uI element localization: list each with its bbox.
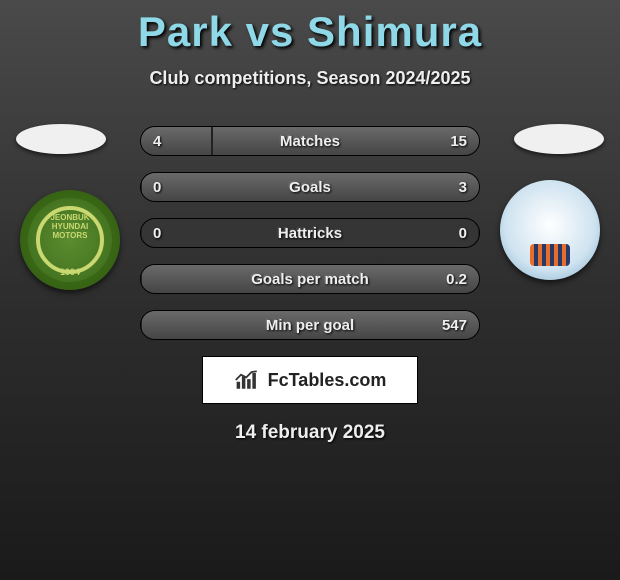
- page-title: Park vs Shimura: [0, 0, 620, 56]
- ventforet-badge: [500, 180, 600, 280]
- bar-value-right: 0.2: [446, 265, 467, 294]
- stat-bar: Matches4 15: [140, 126, 480, 156]
- bar-value-left: 0: [153, 219, 161, 248]
- bar-value-left: 4: [153, 127, 161, 156]
- stat-bars: Matches415Goals03Hattricks00Goals per ma…: [140, 118, 480, 340]
- jeonbuk-badge-text: JEONBUK HYUNDAI MOTORS 1994: [36, 206, 104, 274]
- footer-date: 14 february 2025: [0, 422, 620, 444]
- bar-value-right: 15: [450, 127, 467, 156]
- bar-label: Min per goal: [141, 311, 479, 340]
- stat-bar: Goals0 3: [140, 172, 480, 202]
- stat-bar: Goals per match0.2: [140, 264, 480, 294]
- flag-left: [16, 124, 106, 154]
- stat-bar: Hattricks0 0: [140, 218, 480, 248]
- bar-label: Goals per match: [141, 265, 479, 294]
- bar-value-right: 547: [442, 311, 467, 340]
- bar-value-right: 3: [459, 173, 467, 202]
- bar-value-right: 0: [459, 219, 467, 248]
- bar-label: Goals: [141, 173, 479, 202]
- barchart-icon: [234, 369, 262, 391]
- brand-text: FcTables.com: [268, 370, 387, 391]
- jeonbuk-badge: JEONBUK HYUNDAI MOTORS 1994: [20, 190, 120, 290]
- flag-right: [514, 124, 604, 154]
- comparison-panel: JEONBUK HYUNDAI MOTORS 1994 Matches4 15 Go…: [0, 118, 620, 444]
- stat-bar: Min per goal547: [140, 310, 480, 340]
- brand-box[interactable]: FcTables.com: [202, 356, 418, 404]
- bar-label: Matches: [141, 127, 479, 156]
- badge-year: 1994: [40, 268, 100, 278]
- subtitle: Club competitions, Season 2024/2025: [0, 68, 620, 89]
- bar-label: Hattricks: [141, 219, 479, 248]
- bar-value-left: 0: [153, 173, 161, 202]
- badge-mid: HYUNDAI MOTORS: [40, 223, 100, 241]
